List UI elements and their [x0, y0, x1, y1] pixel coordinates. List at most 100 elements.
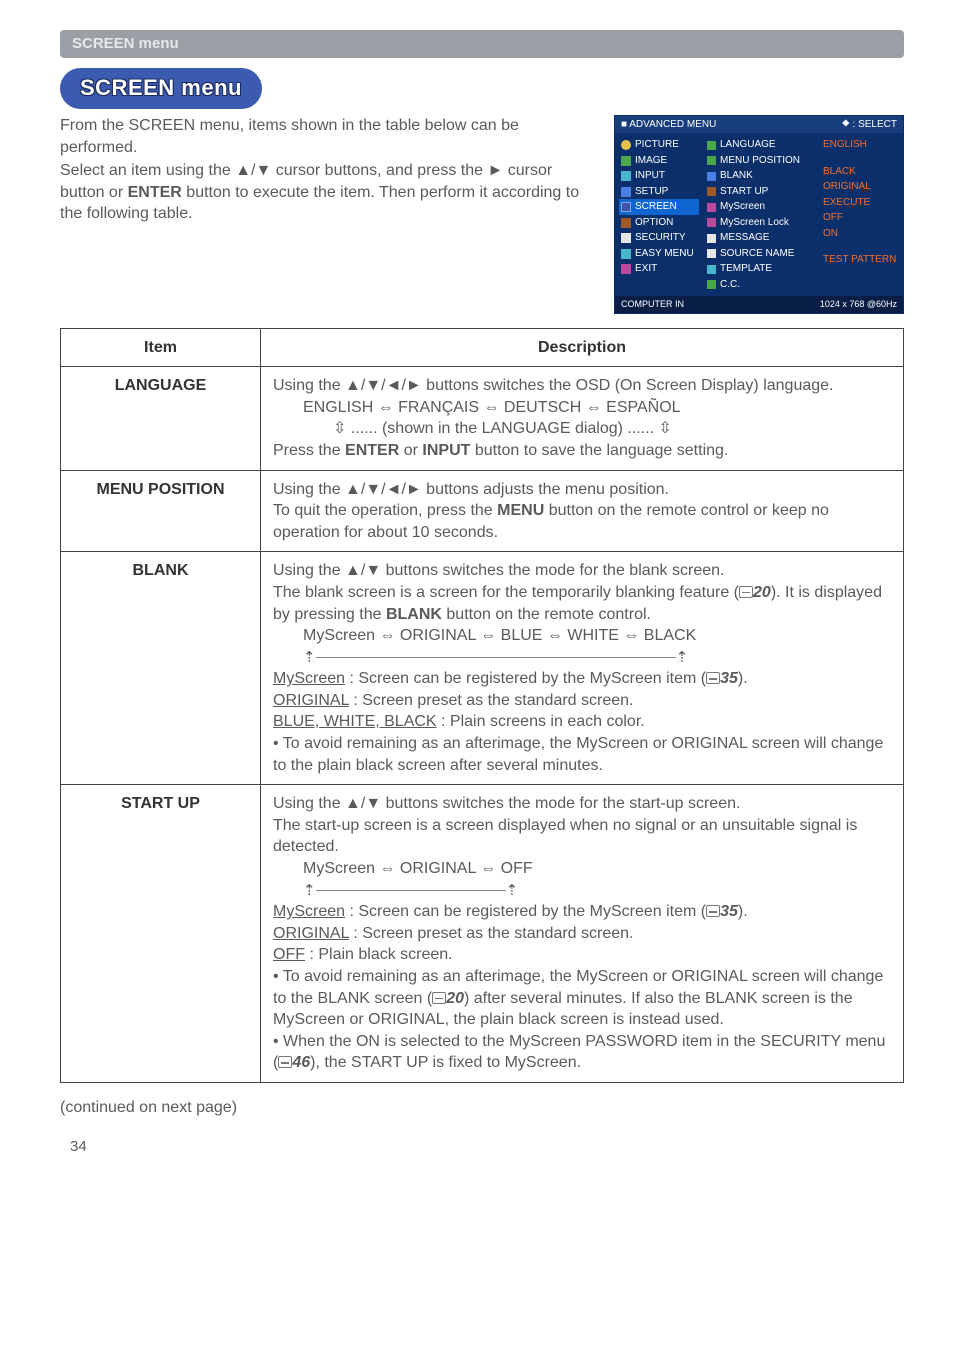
bl-l3: MyScreen ⇔ ORIGINAL ⇔ BLUE ⇔ WHITE ⇔ BLA…	[303, 625, 891, 647]
row-blank-desc: Using the ▲/▼ buttons switches the mode …	[261, 552, 904, 785]
bl-l2: The blank screen is a screen for the tem…	[273, 582, 891, 625]
su-l3: MyScreen ⇔ ORIGINAL ⇔ OFF	[303, 858, 891, 880]
book-icon	[278, 1056, 292, 1068]
bl-l2btn: BLANK	[386, 606, 442, 623]
intro-p2: Select an item using the ▲/▼ cursor butt…	[60, 160, 600, 225]
mp-l2b: MENU	[497, 502, 544, 519]
lang-l4c: button to save the language setting.	[470, 442, 728, 459]
row-start-desc: Using the ▲/▼ buttons switches the mode …	[261, 785, 904, 1083]
row-start-item: START UP	[61, 785, 261, 1083]
osd-right-value	[823, 241, 901, 252]
su-l4ref1: 20	[446, 990, 464, 1007]
osd-item-icon	[621, 187, 631, 197]
mp-l1: Using the ▲/▼/◄/► buttons adjusts the me…	[273, 479, 891, 501]
osd-item-icon	[621, 218, 631, 228]
osd-left-item[interactable]: OPTION	[619, 215, 699, 231]
osd-mid-label: BLANK	[720, 169, 753, 183]
osd-right-col: ENGLISHBLACKORIGINALEXECUTEOFFONTEST PAT…	[821, 133, 903, 296]
osd-left-item[interactable]: EXIT	[619, 261, 699, 277]
osd-left-item[interactable]: PICTURE	[619, 137, 699, 153]
pill-heading: SCREEN menu	[60, 68, 262, 109]
osd-mid-label: SOURCE NAME	[720, 247, 794, 261]
bl-l2a: The blank screen is a screen for the tem…	[273, 584, 739, 601]
osd-mid-item[interactable]: MyScreen Lock	[705, 215, 819, 231]
bl-l1: Using the ▲/▼ buttons switches the mode …	[273, 560, 891, 582]
osd-item-icon	[621, 140, 631, 150]
osd-item-icon	[621, 156, 631, 166]
osd-left-item[interactable]: EASY MENU	[619, 246, 699, 262]
osd-mid-item[interactable]: MyScreen	[705, 199, 819, 215]
osd-left-item[interactable]: INPUT	[619, 168, 699, 184]
osd-mid-item[interactable]: BLANK	[705, 168, 819, 184]
osd-left-col: PICTUREIMAGEINPUTSETUPSCREENOPTIONSECURI…	[615, 133, 703, 296]
osd-right-value: ON	[823, 226, 901, 242]
osd-mid-item[interactable]: START UP	[705, 184, 819, 200]
osd-item-label: IMAGE	[635, 154, 667, 168]
mp-l2: To quit the operation, press the MENU bu…	[273, 500, 891, 543]
bl-m3a: : Plain screens in each color.	[437, 713, 645, 730]
intro-p1: From the SCREEN menu, items shown in the…	[60, 115, 600, 158]
su-l2: The start-up screen is a screen displaye…	[273, 815, 891, 858]
bl-l4: • To avoid remaining as an afterimage, t…	[273, 733, 891, 776]
su-l1: Using the ▲/▼ buttons switches the mode …	[273, 793, 891, 815]
osd-preview: ■ ADVANCED MENU ⯁ : SELECT PICTUREIMAGEI…	[614, 115, 904, 314]
osd-mid-item[interactable]: MENU POSITION	[705, 153, 819, 169]
osd-item-label: EASY MENU	[635, 247, 694, 261]
osd-mid-icon	[707, 172, 716, 181]
continued-label: (continued on next page)	[60, 1097, 904, 1119]
osd-mid-item[interactable]: MESSAGE	[705, 230, 819, 246]
osd-mid-icon	[707, 187, 716, 196]
osd-mid-icon	[707, 265, 716, 274]
lang-l1: Using the ▲/▼/◄/► buttons switches the O…	[273, 375, 891, 397]
row-blank-item: BLANK	[61, 552, 261, 785]
osd-right-value: TEST PATTERN	[823, 252, 901, 268]
osd-mid-item[interactable]: LANGUAGE	[705, 137, 819, 153]
osd-mid-label: MENU POSITION	[720, 154, 800, 168]
bl-arrowline: ⇡⇡	[303, 647, 891, 669]
arrow-up-right-icon: ⇡	[506, 881, 519, 901]
osd-item-icon	[621, 264, 631, 274]
osd-mid-icon	[707, 234, 716, 243]
osd-mid-item[interactable]: C.C.	[705, 277, 819, 293]
su-m3u: OFF	[273, 946, 305, 963]
osd-mid-item[interactable]: SOURCE NAME	[705, 246, 819, 262]
osd-right-value	[823, 153, 901, 164]
su-m3a: : Plain black screen.	[305, 946, 453, 963]
osd-mid-icon	[707, 218, 716, 227]
osd-mid-icon	[707, 203, 716, 212]
su-m2: ORIGINAL : Screen preset as the standard…	[273, 923, 891, 945]
mp-l2a: To quit the operation, press the	[273, 502, 497, 519]
bl-l2ref: 20	[753, 584, 771, 601]
osd-item-icon	[621, 249, 631, 259]
osd-left-item[interactable]: IMAGE	[619, 153, 699, 169]
osd-left-item[interactable]: SECURITY	[619, 230, 699, 246]
osd-right-value: OFF	[823, 210, 901, 226]
book-icon	[432, 992, 446, 1004]
lang-l4b2: INPUT	[422, 442, 470, 459]
th-desc: Description	[261, 328, 904, 367]
bl-m1b: ).	[738, 670, 748, 687]
su-m1a: : Screen can be registered by the MyScre…	[345, 903, 706, 920]
row-menupos-item: MENU POSITION	[61, 470, 261, 552]
bl-m1a: : Screen can be registered by the MyScre…	[345, 670, 706, 687]
osd-mid-label: MyScreen Lock	[720, 216, 789, 230]
bl-m1u: MyScreen	[273, 670, 345, 687]
lang-l4b1: ENTER	[345, 442, 399, 459]
osd-mid-item[interactable]: TEMPLATE	[705, 261, 819, 277]
bl-m1: MyScreen : Screen can be registered by t…	[273, 668, 891, 690]
osd-item-label: OPTION	[635, 216, 673, 230]
osd-right-value: BLACK	[823, 164, 901, 180]
osd-item-icon	[621, 171, 631, 181]
osd-item-label: EXIT	[635, 262, 657, 276]
lang-l3: ⇳ ...... (shown in the LANGUAGE dialog) …	[333, 418, 891, 440]
osd-mid-icon	[707, 280, 716, 289]
osd-item-icon	[621, 202, 631, 212]
bl-m2u: ORIGINAL	[273, 692, 349, 709]
intro-text: From the SCREEN menu, items shown in the…	[60, 115, 600, 227]
arrow-up-left-icon: ⇡	[303, 648, 316, 668]
osd-foot-left: COMPUTER IN	[621, 298, 684, 310]
osd-left-item[interactable]: SETUP	[619, 184, 699, 200]
lang-l2: ENGLISH ⇔ FRANÇAIS ⇔ DEUTSCH ⇔ ESPAÑOL	[303, 397, 891, 419]
osd-left-item[interactable]: SCREEN	[619, 199, 699, 215]
osd-mid-label: START UP	[720, 185, 768, 199]
